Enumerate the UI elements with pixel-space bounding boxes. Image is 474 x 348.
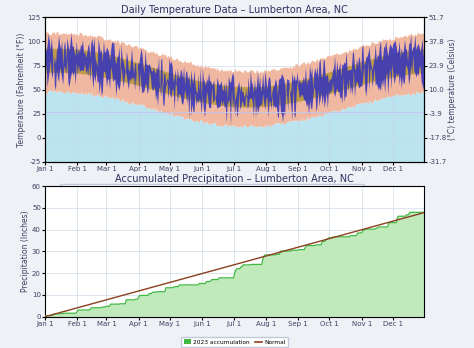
Y-axis label: (°C) temperature (Celsius): (°C) temperature (Celsius): [448, 39, 457, 140]
Title: Daily Temperature Data – Lumberton Area, NC: Daily Temperature Data – Lumberton Area,…: [121, 5, 348, 15]
Legend: 2023 accumulation, Normal: 2023 accumulation, Normal: [181, 337, 288, 348]
Y-axis label: Precipitation (Inches): Precipitation (Inches): [21, 211, 30, 292]
Title: Accumulated Precipitation – Lumberton Area, NC: Accumulated Precipitation – Lumberton Ar…: [115, 174, 354, 184]
Y-axis label: Temperature (Fahrenheit (°F)): Temperature (Fahrenheit (°F)): [17, 32, 26, 147]
Legend: Observed temperature range (2023), Normal temperature range, Record Max, Record : Observed temperature range (2023), Norma…: [60, 183, 364, 195]
